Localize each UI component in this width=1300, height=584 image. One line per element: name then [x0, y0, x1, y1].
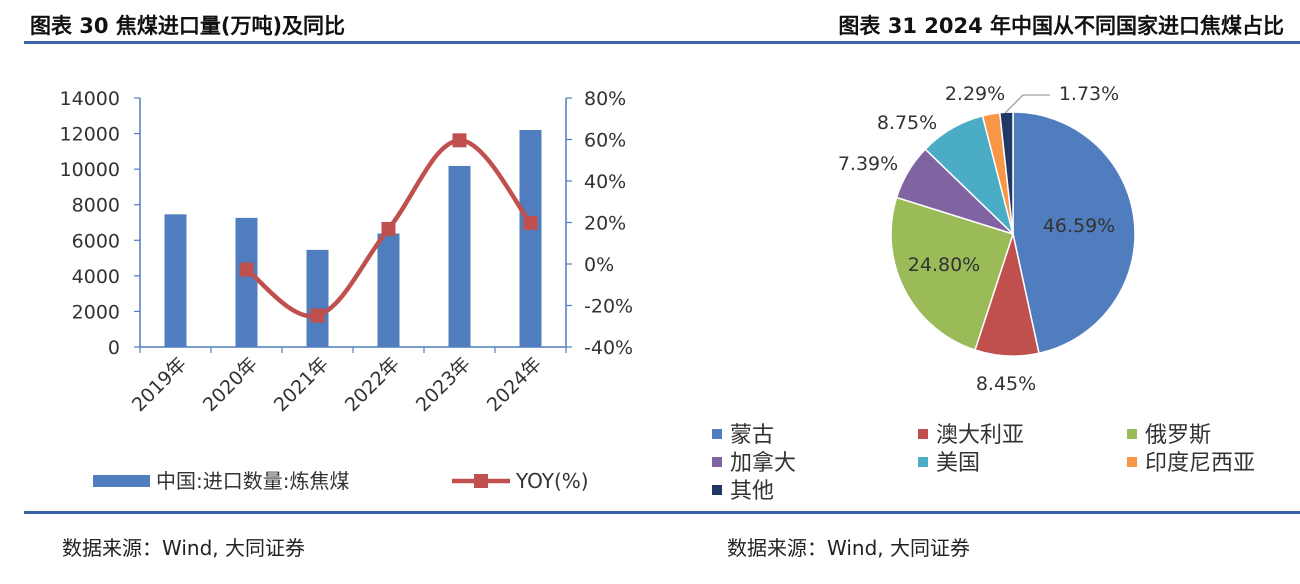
left-y-tick-label: 8000 — [72, 195, 120, 217]
pie-legend-label: 美国 — [936, 451, 980, 476]
pie-legend-swatch — [1127, 457, 1137, 467]
yoy-marker — [523, 215, 538, 230]
yoy-marker — [381, 221, 396, 236]
right-y-tick-label: -40% — [584, 337, 633, 359]
right-y-tick-label: -20% — [584, 296, 633, 318]
left-y-tick-label: 2000 — [72, 301, 120, 323]
yoy-marker — [239, 262, 254, 277]
pie-legend-label: 蒙古 — [730, 423, 774, 448]
pie-legend-swatch — [918, 429, 928, 439]
top-divider — [24, 41, 1300, 44]
right-y-tick-label: 0% — [584, 254, 614, 276]
coking-coal-import-chart: 0 2000 4000 6000 8000 10000 12000 14000 -40% -20%… — [60, 88, 634, 493]
left-chart-title: 图表 30 焦煤进口量(万吨)及同比 — [30, 14, 346, 38]
legend-bar-swatch — [93, 475, 150, 487]
left-y-tick-label: 0 — [108, 337, 120, 359]
bottom-divider — [24, 511, 1300, 514]
pie-data-label: 8.75% — [877, 112, 937, 134]
pie-slice — [1012, 111, 1136, 355]
pie-legend-swatch — [712, 457, 722, 467]
pie-legend-label: 澳大利亚 — [936, 423, 1024, 448]
pie-data-label: 1.73% — [1059, 83, 1119, 105]
yoy-marker — [452, 133, 467, 148]
left-y-tick-label: 14000 — [60, 88, 120, 110]
pie-data-label: 24.80% — [908, 254, 980, 276]
import-volume-bar — [164, 214, 187, 347]
import-share-pie-chart: 46.59% 8.45% 24.80% 7.39% 8.75% 2.29% 1.73% 蒙古 澳… — [712, 83, 1255, 504]
left-y-tick-label: 12000 — [60, 124, 120, 146]
import-volume-bar — [448, 165, 471, 347]
left-y-tick-label: 4000 — [72, 266, 120, 288]
left-source-note: 数据来源：Wind, 大同证券 — [62, 536, 305, 560]
right-y-tick-label: 20% — [584, 213, 626, 235]
pie-data-label: 2.29% — [945, 83, 1005, 105]
import-volume-bar — [377, 233, 400, 347]
right-chart-title: 图表 31 2024 年中国从不同国家进口焦煤占比 — [838, 14, 1284, 38]
right-y-tick-label: 40% — [584, 171, 626, 193]
right-source-note: 数据来源：Wind, 大同证券 — [727, 536, 970, 560]
pie-data-label: 46.59% — [1043, 215, 1115, 237]
left-y-tick-label: 10000 — [60, 159, 120, 181]
pie-leader-line — [1004, 94, 1050, 114]
pie-legend-label: 其他 — [730, 479, 774, 504]
pie-legend-label: 印度尼西亚 — [1145, 451, 1255, 476]
right-y-tick-label: 60% — [584, 130, 626, 152]
import-volume-bar — [306, 249, 329, 347]
pie-slice — [890, 196, 1014, 351]
pie-legend-swatch — [1127, 429, 1137, 439]
pie-data-label: 7.39% — [838, 153, 898, 175]
legend-bar-label: 中国:进口数量:炼焦煤 — [156, 469, 349, 493]
yoy-marker — [310, 308, 325, 323]
pie-legend-swatch — [712, 485, 722, 495]
import-volume-bar — [235, 217, 258, 347]
legend-line-marker — [474, 474, 488, 488]
import-volume-bar — [519, 130, 542, 347]
pie-legend-label: 加拿大 — [730, 450, 796, 476]
pie-legend-label: 俄罗斯 — [1145, 423, 1211, 448]
right-y-tick-label: 80% — [584, 88, 626, 110]
left-y-tick-label: 6000 — [72, 230, 120, 252]
pie-legend-swatch — [918, 457, 928, 467]
pie-data-label: 8.45% — [976, 373, 1036, 395]
pie-legend-swatch — [712, 429, 722, 439]
legend-line-label: YOY(%) — [515, 469, 589, 493]
